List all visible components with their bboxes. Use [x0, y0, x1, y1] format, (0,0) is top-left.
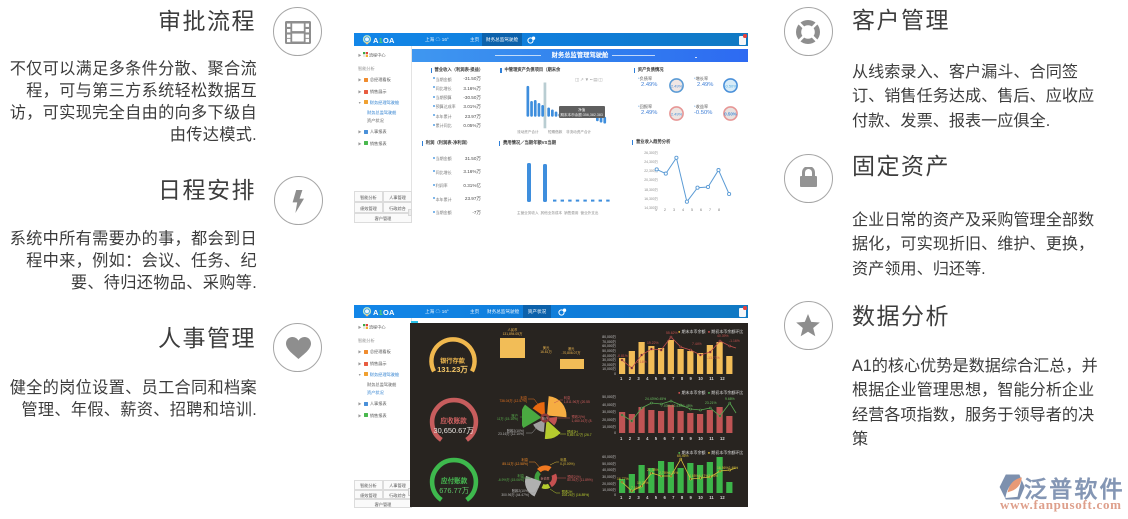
svg-text:9.68%: 9.68%: [725, 397, 735, 401]
svg-text:-13.77%: -13.77%: [707, 356, 720, 360]
svg-text:19.22%: 19.22%: [647, 341, 659, 345]
svg-text:2.16%: 2.16%: [637, 360, 647, 364]
svg-text:21.38%: 21.38%: [647, 468, 659, 472]
svg-text:16.77%: 16.77%: [617, 477, 629, 481]
svg-text:55.62%: 55.62%: [666, 331, 678, 335]
svg-text:7.44%: 7.44%: [692, 342, 702, 346]
svg-text:2.49%: 2.49%: [670, 111, 682, 116]
svg-text:65.46%: 65.46%: [677, 454, 689, 458]
svg-text:负债率: 负债率: [540, 475, 549, 480]
svg-text:账户: 账户: [542, 415, 548, 420]
svg-text:-1.16%: -1.16%: [729, 339, 740, 343]
svg-text:10.72%: 10.72%: [637, 481, 649, 485]
svg-text:7.01%: 7.01%: [631, 486, 641, 490]
svg-text:16.56%2.49%: 16.56%2.49%: [717, 466, 738, 470]
svg-text:4.85%4.47%2.43%: 4.85%4.47%2.43%: [689, 474, 718, 478]
svg-text:24.43%0.45%: 24.43%0.45%: [645, 397, 666, 401]
svg-text:2.78%6.24%: 2.78%6.24%: [659, 471, 678, 475]
svg-text:23.21%: 23.21%: [705, 401, 717, 405]
svg-text:-0.50%: -0.50%: [724, 84, 737, 89]
svg-text:-0.81%: -0.81%: [617, 354, 628, 358]
svg-text:0.50%: 0.50%: [724, 111, 737, 116]
svg-text:7.03% 12.43%1.48%: 7.03% 12.43%1.48%: [661, 404, 693, 408]
svg-text:40.39%: 40.39%: [717, 334, 729, 338]
svg-text:2.49%: 2.49%: [670, 84, 682, 89]
